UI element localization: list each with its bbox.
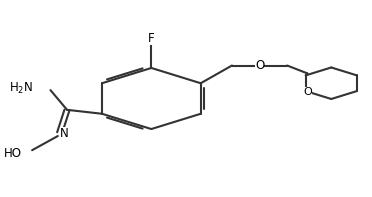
Text: H$_2$N: H$_2$N: [9, 81, 33, 96]
Text: F: F: [148, 32, 155, 45]
Text: O: O: [303, 87, 312, 97]
Text: O: O: [255, 59, 264, 72]
Text: HO: HO: [4, 147, 22, 160]
Text: N: N: [60, 127, 69, 140]
